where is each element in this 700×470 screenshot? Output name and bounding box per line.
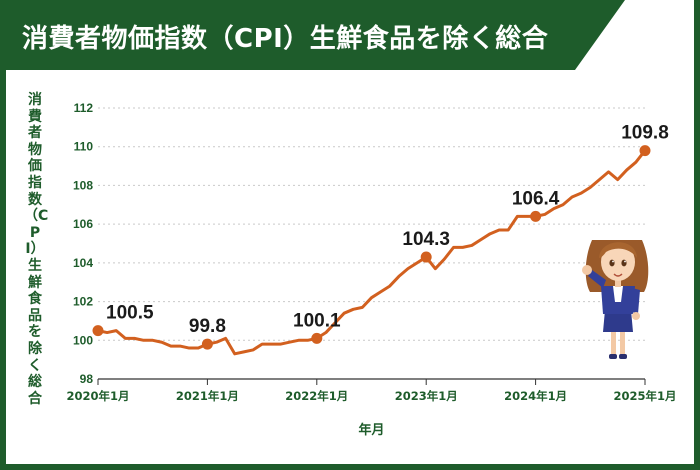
data-label: 100.5 [106,303,154,324]
y-tick-label: 108 [73,178,93,192]
title-banner [0,0,625,70]
chart-title: 消費者物価指数（CPI）生鮮食品を除く総合 [22,24,549,54]
y-tick-label: 98 [80,372,94,386]
x-tick-label: 2022年1月 [285,389,348,403]
y-tick-label: 112 [74,101,94,115]
data-label: 104.3 [402,229,450,250]
y-tick-label: 104 [73,256,93,270]
data-label: 100.1 [293,310,341,331]
x-tick-label: 2023年1月 [395,389,458,403]
series-layer: 100.5 99.8 100.1 104.3 106.4 109.8 [92,123,669,356]
data-point-marker [639,145,651,157]
data-point-marker [201,338,213,350]
mascot-illustration [582,240,649,359]
x-tick-label: 2020年1月 [66,389,129,403]
x-axis-title: 年月 [358,422,384,438]
frame-border-left [0,0,6,470]
data-point-marker [420,251,432,263]
y-tick-label: 102 [73,295,93,309]
axis-layer: 98 100 102 104 106 108 110 112 2020年1月 2021年1月 202… [66,101,676,438]
data-point-marker [92,325,104,337]
data-label: 106.4 [512,188,560,209]
cpi-series-line [96,149,647,356]
grid-layer [98,107,645,380]
y-tick-label: 106 [73,217,93,231]
data-label: 99.8 [189,316,226,337]
data-point-marker [530,210,542,222]
y-tick-label: 100 [73,333,93,347]
frame-border-bottom [0,464,700,470]
x-tick-label: 2021年1月 [176,389,239,403]
y-axis-title: 消費者物価指数（CPI）生鮮食品を除く総合 [24,92,49,407]
x-tick-label: 2024年1月 [504,389,567,403]
data-point-marker [311,332,323,344]
x-tick-label: 2025年1月 [613,389,676,403]
y-tick-label: 110 [74,140,94,154]
frame-border-right [694,0,700,470]
data-label: 109.8 [621,123,669,144]
